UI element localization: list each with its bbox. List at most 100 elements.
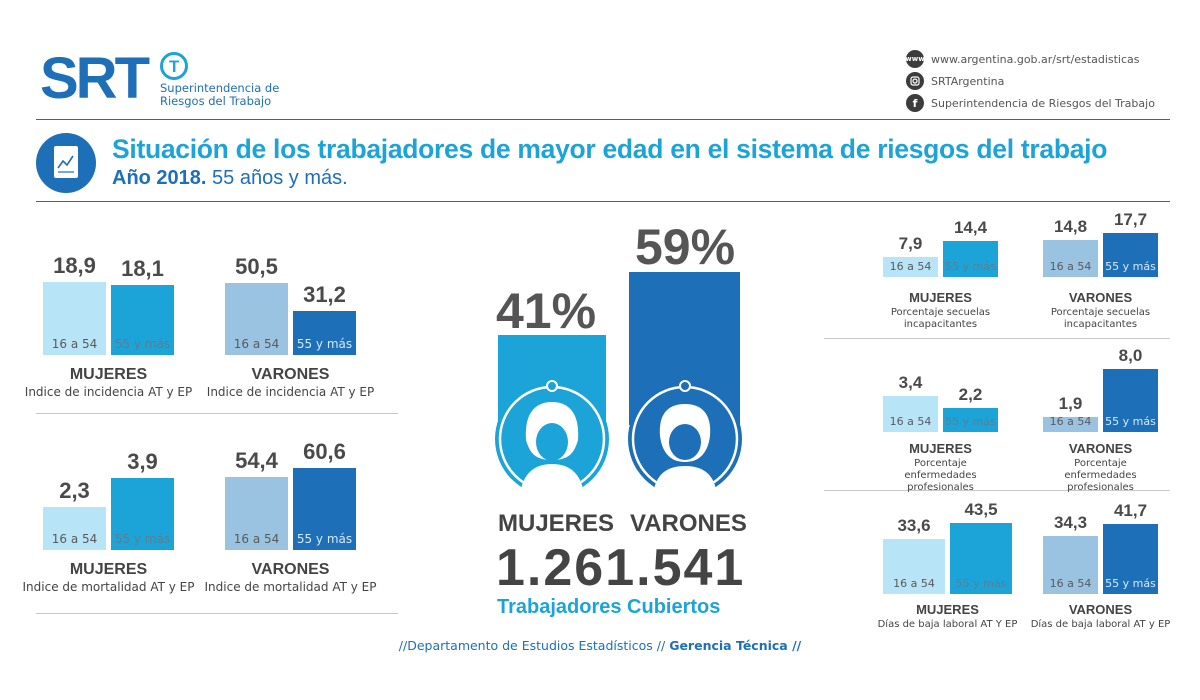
r4-value-label: 8,0 [1118, 346, 1143, 365]
left-separator [36, 413, 398, 414]
r1-bar-55-mas [943, 241, 998, 277]
left-bottom-separator [36, 613, 398, 614]
footer: //Departamento de Estudios Estadísticos … [398, 638, 802, 653]
facebook-icon: f [906, 94, 924, 112]
center-share-chart [495, 272, 742, 496]
r1-bar-16-54 [883, 257, 938, 277]
r2-group-title: VARONES [1068, 290, 1133, 305]
facebook-link[interactable]: f Superintendencia de Riesgos del Trabaj… [906, 94, 1166, 112]
title-divider [36, 201, 1170, 202]
l2-bar-55-mas [293, 311, 356, 355]
r6-category-label: 16 a 54 [1049, 577, 1092, 590]
r4-group-title: VARONES [1068, 441, 1133, 456]
r2-category-label: 55 y más [1105, 260, 1156, 273]
total-covered-workers: 1.261.541 [496, 539, 746, 597]
l3-group-subtitle: Indice de mortalidad AT y EP [22, 580, 195, 594]
mujeres-percentage: 41% [496, 283, 597, 339]
r3-group-subtitle: Porcentaje enfermedades profesionales [904, 458, 977, 493]
l2-value-label: 50,5 [235, 254, 278, 279]
web-icon: www [905, 50, 925, 68]
page-subtitle: Año 2018. 55 años y más. [112, 167, 348, 189]
r2-bar-16-54 [1043, 240, 1098, 277]
l2-category-label: 16 a 54 [233, 337, 280, 351]
r5-group-subtitle: Días de baja laboral AT Y EP [877, 619, 1018, 630]
r3-bar-16-54 [883, 396, 938, 432]
r5-value-label: 33,6 [897, 516, 931, 535]
r3-value-label: 2,2 [958, 385, 983, 404]
r1-group-title: MUJERES [909, 290, 972, 305]
r3-bar-55-mas [943, 408, 998, 432]
l1-category-label: 55 y más [114, 337, 171, 351]
varones-percentage: 59% [635, 219, 736, 275]
r4-bar-16-54 [1043, 417, 1098, 432]
l2-category-label: 55 y más [296, 337, 353, 351]
l3-bar-55-mas [111, 478, 174, 550]
r3-category-label: 55 y más [945, 415, 996, 428]
srt-logo: SRT T Superintendencia de Riesgos del Tra… [40, 48, 280, 110]
l3-category-label: 16 a 54 [51, 532, 98, 546]
l4-bar-55-mas [293, 468, 356, 550]
r5-bar-16-54 [883, 539, 945, 594]
r3-value-label: 3,4 [898, 373, 923, 392]
r4-value-label: 1,9 [1058, 394, 1083, 413]
page-title: Situación de los trabajadores de mayor e… [112, 134, 1108, 164]
l4-value-label: 60,6 [303, 439, 346, 464]
r6-value-label: 34,3 [1053, 513, 1088, 532]
r5-category-label: 16 a 54 [893, 577, 935, 590]
r4-category-label: 55 y más [1105, 415, 1156, 428]
r5-value-label: 43,5 [964, 500, 998, 519]
r4-category-label: 16 a 54 [1049, 415, 1092, 428]
r4-bar-55-mas [1103, 369, 1158, 432]
r2-value-label: 14,8 [1053, 217, 1088, 236]
srt-t-icon: T [160, 52, 188, 80]
r1-value-label: 7,9 [898, 234, 923, 253]
l2-group-subtitle: Indice de incidencia AT y EP [206, 385, 375, 399]
l1-value-label: 18,9 [53, 253, 96, 278]
r2-value-label: 17,7 [1113, 210, 1148, 229]
l4-category-label: 55 y más [296, 532, 353, 546]
l1-category-label: 16 a 54 [51, 337, 98, 351]
r2-bar-55-mas [1103, 233, 1158, 277]
l1-value-label: 18,1 [121, 256, 164, 281]
l1-bar-55-mas [111, 285, 174, 355]
r5-group-title: MUJERES [916, 602, 979, 617]
r6-group-subtitle: Días de baja laboral AT y EP [1030, 619, 1171, 630]
l3-value-label: 3,9 [127, 449, 158, 474]
logo-text: SRT [40, 46, 150, 111]
l4-group-subtitle: Indice de mortalidad AT y EP [204, 580, 377, 594]
instagram-link[interactable]: SRTArgentina [906, 72, 1166, 90]
l2-group-title: VARONES [251, 366, 330, 383]
r1-category-label: 55 y más [945, 260, 996, 273]
instagram-icon [906, 72, 924, 90]
web-link[interactable]: www www.argentina.gob.ar/srt/estadistica… [905, 50, 1166, 68]
r6-bar-16-54 [1043, 536, 1098, 594]
r2-group-subtitle: Porcentaje secuelas incapacitantes [1050, 307, 1151, 330]
r1-category-label: 16 a 54 [889, 260, 932, 273]
r6-value-label: 41,7 [1113, 501, 1148, 520]
l3-category-label: 55 y más [114, 532, 171, 546]
l1-group-subtitle: Indice de incidencia AT y EP [24, 385, 193, 399]
l2-bar-16-54 [225, 283, 288, 355]
r6-bar-55-mas [1103, 524, 1158, 594]
r5-category-label: 55 y más [955, 577, 1007, 590]
l3-group-title: MUJERES [69, 561, 148, 578]
r1-group-subtitle: Porcentaje secuelas incapacitantes [890, 307, 991, 330]
header-divider [36, 119, 1170, 120]
l1-bar-16-54 [43, 282, 106, 355]
right-separator-1 [824, 338, 1170, 339]
r2-category-label: 16 a 54 [1049, 260, 1092, 273]
logo-subtitle: Superintendencia de Riesgos del Trabajo [160, 81, 280, 108]
r4-group-subtitle: Porcentaje enfermedades profesionales [1064, 458, 1137, 493]
r1-value-label: 14,4 [953, 218, 988, 237]
r6-group-title: VARONES [1068, 602, 1133, 617]
r3-group-title: MUJERES [909, 441, 972, 456]
l4-value-label: 54,4 [235, 448, 278, 473]
l2-value-label: 31,2 [303, 282, 346, 307]
l3-bar-16-54 [43, 507, 106, 550]
right-separator-2 [824, 490, 1170, 491]
l4-bar-16-54 [225, 477, 288, 550]
r5-bar-55-mas [950, 523, 1012, 594]
r6-category-label: 55 y más [1105, 577, 1156, 590]
l4-group-title: VARONES [251, 561, 330, 578]
mujeres-center-label: MUJERES [498, 510, 615, 537]
